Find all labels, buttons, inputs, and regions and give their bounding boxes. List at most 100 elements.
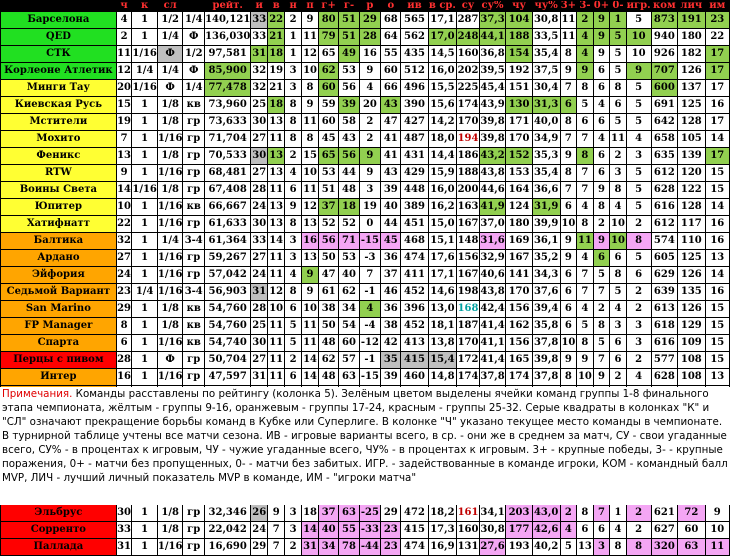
cell-10: 60 [338, 334, 360, 352]
cell-12: 37 [380, 266, 402, 284]
cell-0: 8 [115, 317, 133, 335]
cell-12: 40 [380, 198, 402, 216]
cell-21: 8 [592, 317, 611, 335]
cell-24: 635 [650, 147, 679, 165]
cell-21: 7 [592, 351, 611, 369]
cell-16: 31,6 [478, 232, 507, 250]
cell-12: 41 [380, 147, 402, 165]
cell-12: 60 [380, 62, 402, 80]
cell-13: 390 [400, 96, 429, 114]
cell-26: 14 [704, 198, 730, 216]
cell-20: 9 [576, 351, 594, 369]
cell-16: 41,4 [478, 351, 507, 369]
cell-22: 4 [609, 521, 627, 539]
cell-22: 8 [609, 181, 627, 199]
cell-20: 4 [576, 45, 594, 63]
cell-1: 1 [131, 300, 158, 318]
notes-text: Команды расставлены по рейтингу (колонка… [2, 388, 728, 484]
cell-11: -44 [358, 538, 382, 556]
cell-22: 8 [609, 266, 627, 284]
cell-24: 613 [650, 300, 679, 318]
table-row: Хатифнатт 22 1 1/16 гр 61,633 30 13 8 13 52 52 0 44 45… [0, 215, 730, 233]
cell-1: 1/16 [131, 45, 158, 63]
cell-18: 40,0 [531, 113, 561, 131]
cell-21: 2 [592, 215, 611, 233]
cell-14: 15,6 [427, 96, 458, 114]
cell-26: 17 [704, 45, 730, 63]
cell-0: 33 [115, 521, 133, 539]
cell-8: 8 [301, 79, 319, 97]
cell-8: 12 [301, 198, 319, 216]
cell-10: 39 [338, 96, 360, 114]
cell-15: 200 [456, 181, 480, 199]
cell-8: 13 [301, 215, 319, 233]
cell-23: 6 [625, 266, 652, 284]
cell-15: 168 [456, 300, 480, 318]
cell-14: 15,9 [427, 164, 458, 182]
cell-1: 1 [131, 368, 158, 386]
cell-21: 9 [592, 28, 611, 46]
cell-24: 691 [650, 96, 679, 114]
cell-23: 2 [625, 283, 652, 301]
cell-22: 10 [609, 232, 627, 250]
header-col-5: в [267, 0, 286, 12]
cell-14: 15,4 [427, 351, 458, 369]
header-col-14: су [456, 0, 480, 12]
cell-17: 170 [505, 283, 533, 301]
cell-3: 1/4 [182, 11, 206, 29]
cell-8: 9 [301, 11, 319, 29]
cell-3: Ф [182, 28, 206, 46]
cell-24: 616 [650, 198, 679, 216]
cell-25: 117 [677, 215, 706, 233]
cell-11: -15 [358, 368, 382, 386]
table-row: Балтика 32 1 1/4 3-4 61,364 33 14 3 16 56 71 -15 45 46… [0, 232, 730, 250]
cell-0: 4 [115, 11, 133, 29]
cell-1: 1 [131, 317, 158, 335]
cell-3: гр [182, 351, 206, 369]
cell-24: 940 [650, 28, 679, 46]
cell-2: 1/16 [156, 538, 184, 556]
cell-22: 10 [609, 215, 627, 233]
cell-12: 41 [380, 130, 402, 148]
cell-3: гр [182, 147, 206, 165]
cell-14: 17,0 [427, 28, 458, 46]
cell-6: 11 [267, 130, 286, 148]
cell-4: 68,481 [204, 164, 252, 182]
cell-16: 27,6 [478, 538, 507, 556]
cell-18: 39,9 [531, 215, 561, 233]
cell-25: 135 [677, 283, 706, 301]
cell-11: 9 [358, 62, 382, 80]
cell-3: гр [182, 164, 206, 182]
cell-10: 62 [338, 283, 360, 301]
table-row: FP Manager 8 1 1/8 кв 54,760 25 11 5 11 50 54 -4 38 45… [0, 317, 730, 335]
cell-17: 124 [505, 198, 533, 216]
cell-18: 33,5 [531, 28, 561, 46]
header-col-23: ком [650, 0, 679, 12]
cell-18: 31,9 [531, 198, 561, 216]
cell-10: 53 [338, 249, 360, 267]
cell-7: 3 [284, 249, 303, 267]
cell-6: 21 [267, 79, 286, 97]
cell-16: 42,4 [478, 300, 507, 318]
cell-4: 57,042 [204, 266, 252, 284]
cell-24: 320 [650, 538, 679, 556]
cell-20: 4 [576, 28, 594, 46]
team-name: San Marino [0, 300, 117, 318]
cell-15: 194 [456, 130, 480, 148]
cell-16: 44,6 [478, 181, 507, 199]
cell-22: 6 [609, 351, 627, 369]
cell-25: 108 [677, 368, 706, 386]
cell-6: 19 [267, 62, 286, 80]
cell-26: 16 [704, 283, 730, 301]
cell-23: 8 [625, 538, 652, 556]
cell-10: 55 [338, 521, 360, 539]
cell-17: 156 [505, 334, 533, 352]
cell-15: 167 [456, 266, 480, 284]
cell-21: 6 [592, 79, 611, 97]
cell-0: 27 [115, 249, 133, 267]
cell-16: 34,1 [478, 504, 507, 522]
cell-14: 18,2 [427, 504, 458, 522]
cell-1: 1/4 [131, 283, 158, 301]
cell-4: 61,633 [204, 215, 252, 233]
cell-6: 11 [267, 368, 286, 386]
